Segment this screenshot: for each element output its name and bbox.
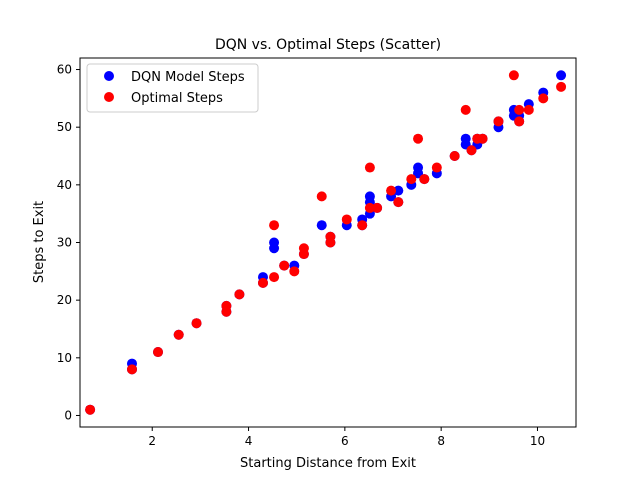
data-point (419, 174, 430, 185)
y-axis-ticks: 0 10 20 30 40 50 60 (57, 63, 80, 422)
x-axis-label: Starting Distance from Exit (240, 456, 416, 471)
x-tick-label: 2 (148, 434, 156, 448)
chart-title: DQN vs. Optimal Steps (Scatter) (215, 37, 441, 53)
legend: DQN Model Steps Optimal Steps (86, 63, 259, 113)
x-tick-label: 8 (437, 434, 445, 448)
data-point (364, 202, 375, 213)
x-axis-ticks: 2 4 6 8 10 (148, 427, 545, 448)
data-point (341, 214, 352, 225)
data-point (85, 404, 96, 415)
legend-label-optimal: Optimal Steps (131, 91, 223, 106)
data-point (431, 162, 442, 173)
data-point (269, 272, 280, 283)
data-point (316, 220, 327, 231)
y-tick-label: 20 (57, 293, 72, 307)
data-point (298, 249, 309, 260)
data-point (514, 116, 525, 127)
legend-label-dqn: DQN Model Steps (131, 70, 245, 85)
y-tick-label: 10 (57, 351, 72, 365)
legend-marker-optimal (104, 92, 114, 102)
data-point (153, 347, 164, 358)
data-point (393, 197, 404, 208)
plot-frame (79, 57, 577, 428)
data-point (556, 81, 567, 92)
x-tick-label: 10 (530, 434, 545, 448)
data-point (413, 133, 424, 144)
y-tick-label: 50 (57, 120, 72, 134)
data-point (393, 185, 404, 196)
data-point (357, 220, 368, 231)
data-point (191, 318, 202, 329)
data-point (460, 104, 471, 115)
data-point (364, 162, 375, 173)
data-point (406, 174, 417, 185)
legend-marker-dqn (104, 71, 114, 81)
data-point (234, 289, 245, 300)
y-axis-label: Steps to Exit (32, 201, 47, 283)
data-point (523, 104, 534, 115)
data-point (372, 202, 383, 213)
data-point (477, 133, 488, 144)
x-tick-label: 6 (341, 434, 349, 448)
data-point (316, 191, 327, 202)
y-tick-label: 0 (64, 408, 72, 422)
data-point (508, 70, 519, 81)
data-point (257, 277, 268, 288)
data-point (325, 237, 336, 248)
data-point (538, 93, 549, 104)
data-point (514, 104, 525, 115)
data-point (493, 116, 504, 127)
data-point (466, 145, 477, 156)
x-tick-label: 4 (245, 434, 253, 448)
data-point (269, 243, 280, 254)
data-point (279, 260, 290, 271)
data-point (269, 220, 280, 231)
data-point (386, 185, 397, 196)
legend-box (86, 63, 259, 113)
data-point (127, 364, 138, 375)
data-point (221, 306, 232, 317)
data-point (449, 151, 460, 162)
series-1 (85, 70, 567, 415)
data-point (173, 329, 184, 340)
y-tick-label: 30 (57, 236, 72, 250)
y-tick-label: 40 (57, 178, 72, 192)
data-point (289, 266, 300, 277)
y-tick-label: 60 (57, 63, 72, 77)
data-point (556, 70, 567, 81)
data-points (85, 70, 567, 415)
